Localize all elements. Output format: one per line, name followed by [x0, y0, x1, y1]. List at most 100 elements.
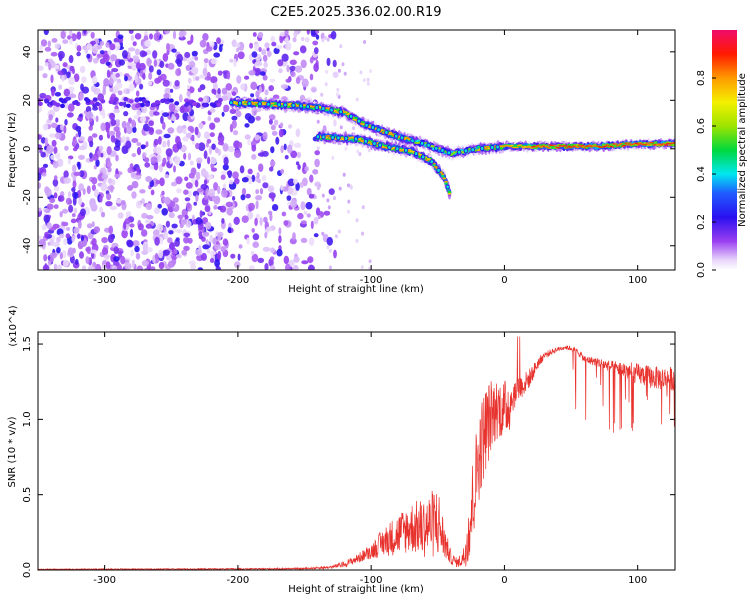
heatmap-noise-cell [41, 172, 47, 177]
heatmap-noise-cell [151, 102, 157, 107]
heatmap-noise-cell [162, 79, 170, 87]
heatmap-noise-cell [299, 181, 304, 188]
heatmap-noise-cell [347, 183, 350, 188]
heatmap-noise-cell [53, 192, 58, 199]
heatmap-noise-cell [347, 209, 350, 214]
heatmap-noise-cell [43, 254, 48, 262]
heatmap-noise-cell [231, 115, 238, 121]
heatmap-signal-cell [525, 146, 530, 148]
heatmap-noise-cell [272, 94, 280, 100]
heatmap-noise-cell [278, 227, 282, 235]
colorbar: 0.0 0.2 0.4 0.6 0.8 Normalized spectral ampl… [696, 30, 748, 278]
heatmap-noise-cell [296, 151, 302, 159]
heatmap-noise-cell [313, 233, 319, 238]
heatmap-noise-cell [223, 107, 229, 113]
heatmap-noise-cell [166, 49, 170, 55]
heatmap-noise-cell [270, 264, 276, 270]
heatmap-noise-cell [53, 263, 58, 270]
heatmap-noise-cell [262, 182, 269, 189]
heatmap-noise-cell [124, 75, 128, 82]
heatmap-noise-cell [123, 97, 129, 102]
heatmap-noise-cell [355, 97, 359, 102]
heatmap-noise-cell [128, 83, 135, 92]
spectrogram-x-ticks: -300 -200 -100 0 100 [93, 30, 647, 286]
heatmap-noise-cell [241, 215, 249, 223]
heatmap-noise-cell [203, 131, 210, 139]
heatmap-noise-cell [44, 46, 52, 52]
heatmap-noise-cell [200, 168, 207, 177]
heatmap-noise-cell [255, 116, 261, 121]
heatmap-noise-cell [92, 97, 98, 102]
heatmap-noise-cell [75, 133, 79, 138]
heatmap-noise-cell [209, 122, 216, 130]
heatmap-noise-cell [187, 84, 191, 89]
heatmap-noise-cell [300, 220, 307, 225]
heatmap-signal-cell [427, 143, 430, 147]
heatmap-noise-cell [72, 180, 77, 189]
heatmap-noise-cell [179, 105, 186, 114]
heatmap-noise-cell [107, 234, 114, 244]
heatmap-noise-cell [87, 265, 95, 270]
heatmap-noise-cell [93, 226, 101, 234]
heatmap-noise-cell [62, 208, 68, 214]
heatmap-noise-cell [304, 37, 310, 43]
heatmap-signal-cell [664, 144, 668, 146]
heatmap-noise-cell [236, 75, 242, 84]
heatmap-noise-cell [226, 207, 233, 216]
heatmap-noise-cell [247, 211, 254, 220]
heatmap-noise-cell [38, 238, 46, 246]
heatmap-noise-cell [269, 256, 275, 261]
heatmap-noise-cell [67, 158, 71, 165]
heatmap-noise-cell [186, 202, 191, 209]
heatmap-noise-cell [209, 258, 215, 263]
heatmap-signal-cell [636, 144, 641, 146]
heatmap-noise-cell [105, 61, 111, 66]
y-tick-label: 1.0 [22, 411, 33, 427]
heatmap-noise-cell [337, 229, 341, 234]
heatmap-noise-cell [79, 251, 84, 259]
heatmap-noise-cell [146, 247, 153, 253]
heatmap-noise-cell [93, 189, 99, 198]
heatmap-noise-cell [131, 180, 139, 189]
heatmap-noise-cell [355, 218, 359, 223]
heatmap-noise-cell [188, 190, 192, 198]
heatmap-noise-cell [44, 99, 50, 104]
heatmap-signal-cell [666, 142, 670, 145]
heatmap-noise-cell [91, 45, 99, 54]
heatmap-noise-cell [176, 125, 184, 134]
heatmap-noise-cell [100, 211, 106, 218]
heatmap-noise-cell [80, 235, 84, 242]
heatmap-noise-cell [38, 172, 42, 182]
snr-multiplier: (x10^4) [8, 305, 19, 346]
heatmap-noise-cell [217, 141, 224, 146]
heatmap-noise-cell [58, 233, 65, 239]
heatmap-noise-cell [99, 194, 103, 203]
heatmap-noise-cell [153, 59, 158, 67]
heatmap-noise-cell [90, 40, 96, 45]
heatmap-noise-cell [323, 210, 331, 216]
heatmap-noise-cell [77, 117, 83, 121]
heatmap-noise-cell [64, 119, 68, 126]
heatmap-signal-cell [368, 141, 372, 144]
heatmap-noise-cell [331, 155, 335, 160]
heatmap-noise-cell [314, 158, 320, 168]
heatmap-noise-cell [316, 146, 320, 151]
heatmap-noise-cell [333, 119, 337, 127]
heatmap-signal-cell [407, 149, 412, 151]
heatmap-noise-cell [61, 221, 69, 227]
heatmap-noise-cell [202, 103, 208, 108]
snr-x-label: Height of straight line (km) [288, 584, 424, 595]
heatmap-noise-cell [285, 42, 292, 51]
heatmap-noise-cell [283, 143, 287, 151]
heatmap-signal-cell [464, 149, 468, 153]
heatmap-noise-cell [183, 152, 187, 160]
heatmap-noise-cell [203, 58, 209, 64]
heatmap-noise-cell [175, 254, 182, 259]
heatmap-noise-cell [221, 189, 228, 198]
heatmap-noise-cell [100, 182, 108, 192]
heatmap-noise-cell [132, 240, 140, 247]
heatmap-signal-cell [248, 101, 251, 106]
heatmap-noise-cell [154, 207, 160, 214]
heatmap-noise-cell [280, 184, 284, 191]
heatmap-noise-cell [250, 81, 258, 91]
